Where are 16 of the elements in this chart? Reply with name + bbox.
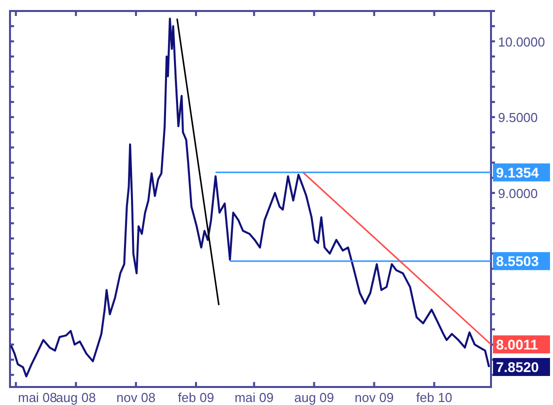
x-tick-label: mai 08 (18, 390, 58, 405)
x-tick-label: feb 10 (416, 390, 452, 405)
data-label: 9.1354 (496, 164, 540, 180)
y-tick-label: 10.0000 (498, 34, 545, 50)
data-label: 8.0011 (496, 336, 538, 352)
x-tick-label: mai 09 (234, 390, 274, 405)
line-series (10, 18, 490, 378)
x-tick-label: nov 09 (354, 390, 394, 405)
data-label: 8.5503 (496, 253, 540, 270)
x-tick-label: aug 08 (56, 390, 96, 405)
x-tick-label: nov 08 (116, 390, 156, 405)
x-tick-label: feb 09 (178, 390, 214, 405)
x-tick-label: aug 09 (294, 390, 334, 405)
data-label: 7.8520 (496, 358, 540, 375)
y-tick-label: 9.5000 (498, 110, 538, 126)
y-tick-label: 9.0000 (498, 186, 538, 201)
